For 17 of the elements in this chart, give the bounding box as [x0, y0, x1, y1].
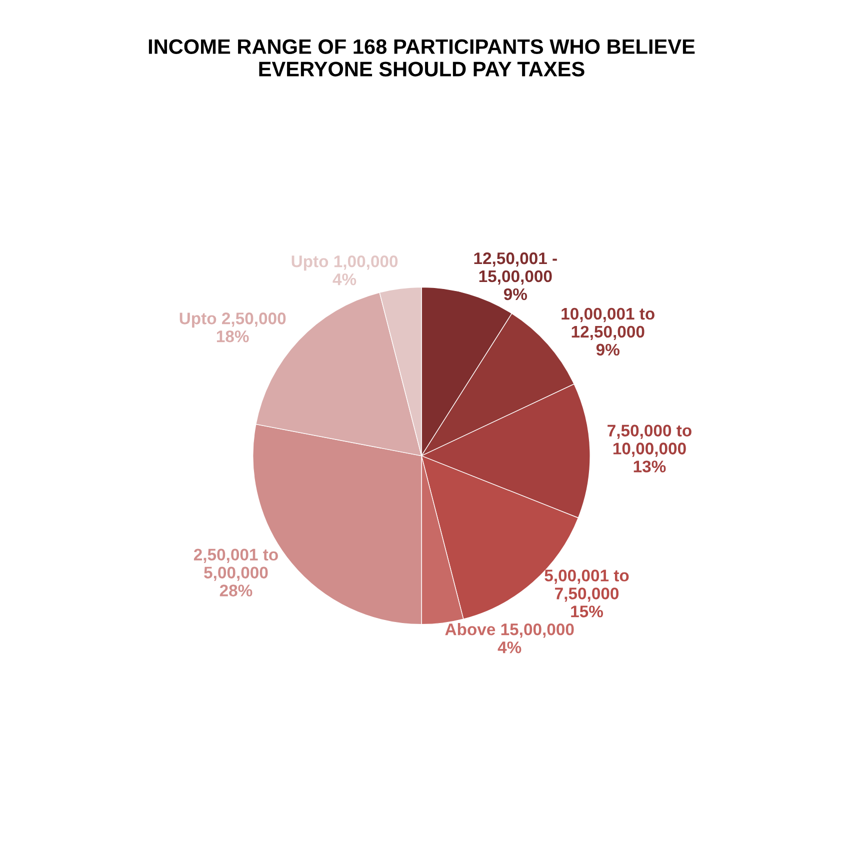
slice-label: 5,00,001 to 7,50,000 — [544, 570, 629, 602]
data-label: 9% — [596, 344, 620, 356]
data-label: 4% — [498, 641, 522, 654]
slice-label: 12,50,001 - 15,00,000 — [474, 252, 557, 285]
slice-label: Upto 1,00,000 — [292, 256, 398, 271]
data-label: 4% — [332, 273, 356, 286]
data-label: 18% — [216, 330, 249, 342]
data-label: 13% — [634, 460, 666, 472]
data-label: 28% — [220, 584, 252, 596]
slice-label: 7,50,000 to 10,00,000 — [608, 424, 692, 457]
slice-label: 2,50,001 to 5,00,000 — [194, 548, 278, 581]
data-label: 9% — [504, 288, 528, 300]
data-label: 15% — [571, 606, 603, 618]
chart-title: INCOME RANGE OF 168 PARTICIPANTS WHO BELIEVE EVERYONE SHOULD PAY TAXES — [148, 39, 695, 76]
slice-label: 10,00,001 to 12,50,000 — [562, 308, 654, 340]
slice-label: Upto 2,50,000 — [180, 312, 286, 328]
slice-label: Above 15,00,000 — [445, 623, 574, 638]
